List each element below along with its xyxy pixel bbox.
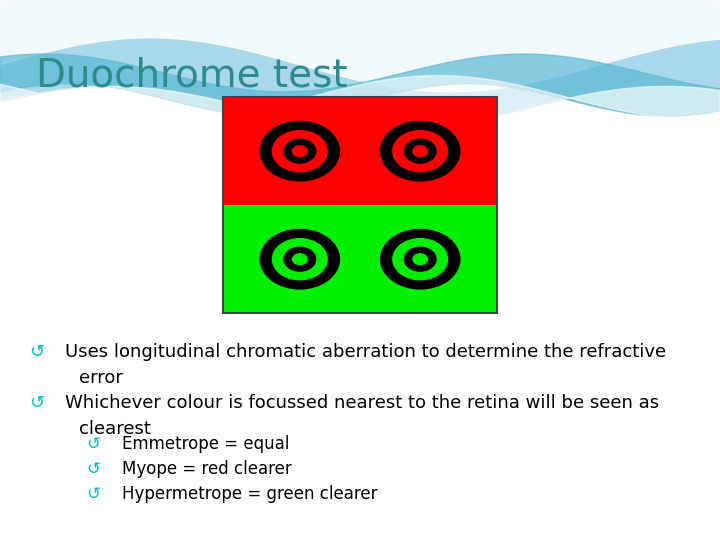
Circle shape (381, 230, 460, 289)
Text: Uses longitudinal chromatic aberration to determine the refractive: Uses longitudinal chromatic aberration t… (65, 343, 666, 361)
Bar (223, 97, 497, 205)
Circle shape (284, 139, 315, 163)
Circle shape (393, 131, 448, 172)
Circle shape (292, 254, 307, 265)
Bar (223, 205, 497, 313)
Circle shape (260, 122, 339, 181)
Text: Myope = red clearer: Myope = red clearer (122, 460, 292, 478)
Text: ↺: ↺ (86, 485, 100, 503)
Circle shape (381, 122, 460, 181)
Text: Hypermetrope = green clearer: Hypermetrope = green clearer (122, 485, 378, 503)
Text: error: error (79, 369, 123, 387)
Circle shape (413, 254, 428, 265)
Text: ↺: ↺ (29, 343, 44, 361)
Circle shape (405, 139, 436, 163)
Circle shape (260, 230, 339, 289)
Text: ↺: ↺ (29, 394, 44, 412)
Text: Emmetrope = equal: Emmetrope = equal (122, 435, 289, 453)
Text: Duochrome test: Duochrome test (36, 57, 348, 94)
Circle shape (272, 131, 327, 172)
Text: ↺: ↺ (86, 435, 100, 453)
Text: Whichever colour is focussed nearest to the retina will be seen as: Whichever colour is focussed nearest to … (65, 394, 659, 412)
Bar (223, 97, 497, 313)
Circle shape (272, 239, 327, 280)
Circle shape (393, 239, 448, 280)
Text: ↺: ↺ (86, 460, 100, 478)
Text: clearest: clearest (79, 420, 151, 438)
Circle shape (292, 146, 307, 157)
Circle shape (405, 247, 436, 271)
Circle shape (413, 146, 428, 157)
Circle shape (284, 247, 315, 271)
